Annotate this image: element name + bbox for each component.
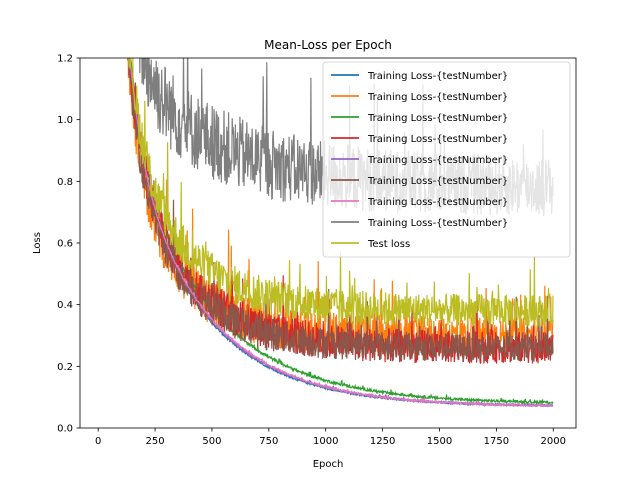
x-tick-label: 1500 <box>427 436 452 447</box>
x-tick-label: 0 <box>95 436 101 447</box>
y-tick-label: 1.2 <box>57 54 73 65</box>
legend-label: Training Loss-{testNumber} <box>367 92 508 103</box>
x-tick-label: 1000 <box>313 436 338 447</box>
series-line-7 <box>129 58 554 408</box>
legend-label: Training Loss-{testNumber} <box>367 113 508 124</box>
x-axis-label: Epoch <box>313 459 344 470</box>
axes-layer: 0 250 500 750 1000 1250 1500 1750 2000 0.0 0.2 0.4 0… <box>57 54 577 447</box>
y-tick-label: 1.0 <box>57 115 73 126</box>
y-tick-label: 0.6 <box>57 239 73 250</box>
legend-box <box>322 61 571 258</box>
series-layer <box>126 58 554 408</box>
y-axis-label: Loss <box>32 232 43 254</box>
x-tick-label: 2000 <box>541 436 566 447</box>
y-tick-label: 0.2 <box>57 362 73 373</box>
x-tick-label: 250 <box>146 436 165 447</box>
legend-label: Training Loss-{testNumber} <box>367 176 508 187</box>
legend-label: Training Loss-{testNumber} <box>367 197 508 208</box>
x-tick-label: 1250 <box>370 436 395 447</box>
series-line-9 <box>128 58 554 327</box>
y-tick-label: 0.8 <box>57 177 73 188</box>
y-tick-label: 0.0 <box>57 424 73 435</box>
legend-label: Training Loss-{testNumber} <box>367 134 508 145</box>
series-line-6 <box>128 58 554 363</box>
legend-label: Training Loss-{testNumber} <box>367 218 508 229</box>
chart-title: Mean-Loss per Epoch <box>264 38 392 52</box>
legend: Training Loss-{testNumber} Training Loss-… <box>322 61 571 258</box>
x-tick-label: 500 <box>202 436 221 447</box>
legend-label: Training Loss-{testNumber} <box>367 71 508 82</box>
legend-label: Training Loss-{testNumber} <box>367 155 508 166</box>
y-tick-label: 0.4 <box>57 300 73 311</box>
x-tick-label: 750 <box>259 436 278 447</box>
x-tick-label: 1750 <box>484 436 509 447</box>
legend-label: Test loss <box>367 239 410 250</box>
